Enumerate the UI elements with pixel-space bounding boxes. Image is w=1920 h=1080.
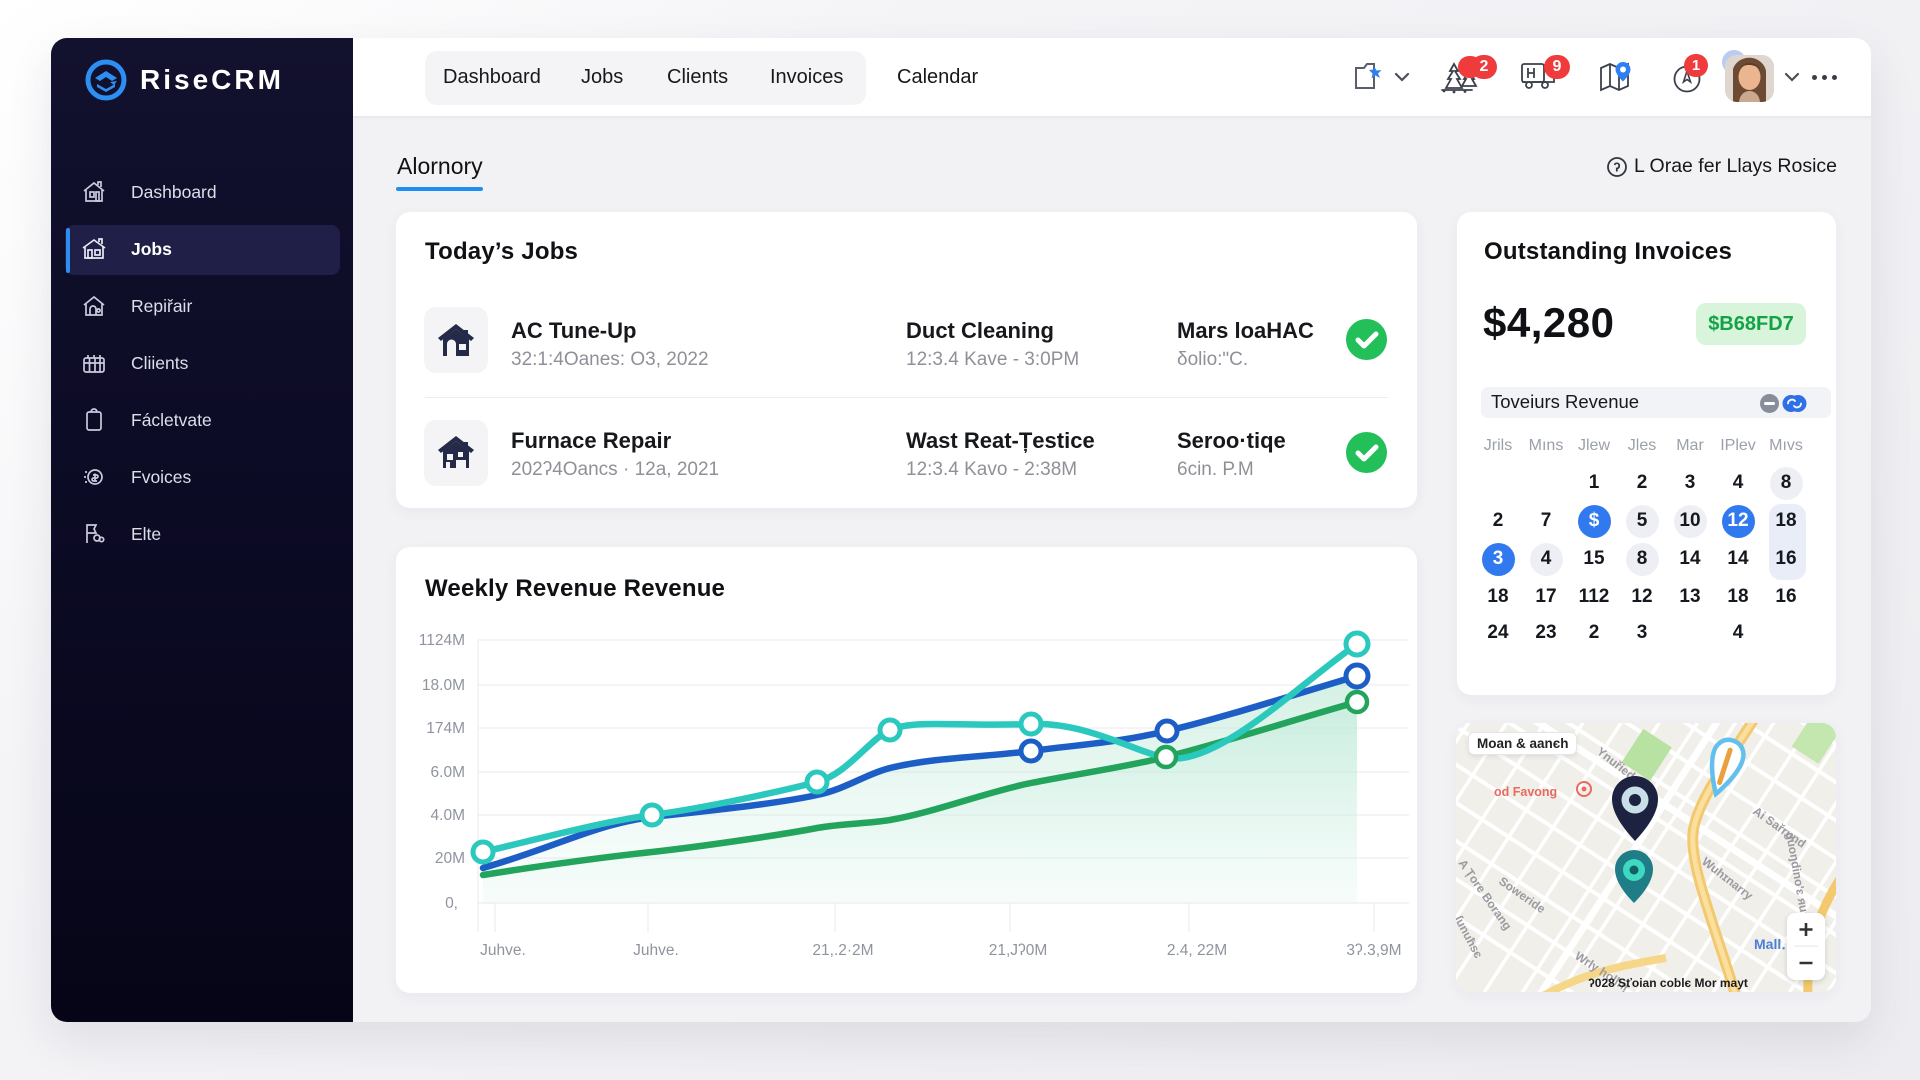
svg-text:od Favong: od Favong xyxy=(1494,785,1557,799)
svg-text:0,: 0, xyxy=(445,895,458,912)
svg-text:3ʔ.3,9M: 3ʔ.3,9M xyxy=(1346,942,1401,959)
svg-text:1124M: 1124M xyxy=(419,632,465,649)
svg-text:Mall․: Mall․ xyxy=(1754,936,1786,952)
svg-text:4.0M: 4.0M xyxy=(431,807,465,824)
svg-text:Juhve.: Juhve. xyxy=(633,942,679,959)
svg-text:6.0M: 6.0M xyxy=(431,764,465,781)
svg-text:ʔ: ʔ xyxy=(1613,160,1620,175)
svg-text:20M: 20M xyxy=(435,850,465,867)
svg-text:174M: 174M xyxy=(426,720,465,737)
svg-text:2.4, 22M: 2.4, 22M xyxy=(1167,942,1227,959)
svg-text:18.0M: 18.0M xyxy=(422,677,465,694)
svg-text:ʔ028 Ѕťoian coblє Mor mayt: ʔ028 Ѕťoian coblє Mor mayt xyxy=(1588,976,1748,990)
svg-text:21,Jʔ0M: 21,Jʔ0M xyxy=(989,942,1048,959)
svg-text:Juhve.: Juhve. xyxy=(480,942,526,959)
svg-text:21,.2·2M: 21,.2·2M xyxy=(812,942,873,959)
